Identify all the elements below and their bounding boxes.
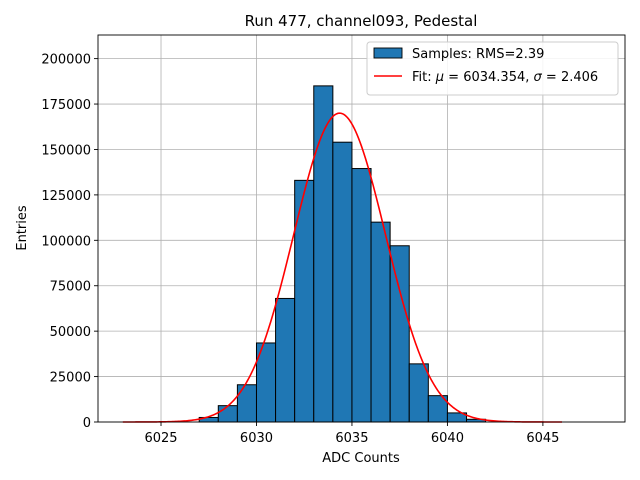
histogram-bars [198,85,487,423]
fit-curve [122,112,562,423]
legend: Samples: RMS=2.39 Fit: μ = 6034.354, σ =… [366,41,619,96]
legend-label-samples: Samples: RMS=2.39 [412,47,544,62]
fit-sigma-equals: = [542,70,561,85]
y-tick-label: 100000 [41,234,91,249]
y-ticks: 0 25000 50000 75000 100000 125000 150000 175000… [41,53,98,431]
legend-box [366,41,619,96]
y-axis-label: Entries [15,205,30,251]
x-tick-label: 6035 [335,431,368,446]
histogram-bar [370,221,391,423]
fit-sigma-symbol: σ [534,70,543,85]
x-tick-label: 6030 [240,431,273,446]
y-tick-label: 125000 [41,189,91,204]
histogram-bar [217,405,238,423]
histogram-bar [389,245,410,423]
histogram-bar [408,363,429,423]
y-tick-label: 75000 [50,280,91,295]
fit-mu-equals: = [444,70,463,85]
y-tick-label: 200000 [41,53,91,68]
y-tick-label: 150000 [41,143,91,158]
chart-title: Run 477, channel093, Pedestal [245,12,478,30]
y-tick-label: 175000 [41,98,91,113]
fit-sep: , [525,70,533,85]
axes-frame [97,34,626,423]
histogram-bar [275,297,296,423]
y-tick-label: 0 [83,416,91,431]
x-tick-label: 6045 [526,431,559,446]
fit-sigma-value: 2.406 [561,70,598,85]
histogram-bar [313,85,334,423]
legend-swatch-samples [373,47,403,59]
x-axis-label: ADC Counts [322,451,400,466]
fit-label-prefix: Fit: [412,70,436,85]
fit-mu-value: 6034.354 [463,70,525,85]
x-tick-label: 6025 [144,431,177,446]
histogram-bar [332,141,353,423]
y-tick-label: 25000 [50,371,91,386]
x-tick-label: 6040 [431,431,464,446]
legend-label-fit: Fit: μ = 6034.354, σ = 2.406 [412,70,598,85]
fit-mu-symbol: μ [435,70,444,85]
x-ticks: 6025 6030 6035 6040 6045 [144,422,559,446]
histogram-bar [236,384,257,423]
histogram-bar [351,168,372,423]
y-tick-label: 50000 [50,325,91,340]
